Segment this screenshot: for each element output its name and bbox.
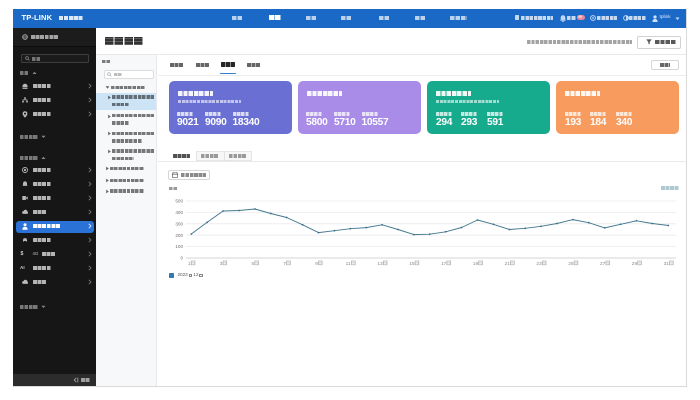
svg-text:11: 11: [346, 261, 351, 267]
svg-text:13: 13: [377, 261, 383, 267]
svg-text:23: 23: [536, 261, 542, 267]
svg-text:7: 7: [283, 261, 286, 267]
svg-text:29: 29: [632, 261, 638, 267]
svg-text:17: 17: [441, 261, 447, 267]
svg-text:15: 15: [409, 261, 415, 267]
svg-text:31: 31: [664, 261, 670, 267]
svg-text:27: 27: [600, 261, 606, 267]
svg-text:400: 400: [175, 210, 183, 215]
svg-text:21: 21: [505, 261, 511, 267]
svg-text:9: 9: [315, 261, 318, 267]
svg-text:5: 5: [252, 261, 255, 267]
svg-text:19: 19: [473, 261, 479, 267]
svg-text:3: 3: [220, 261, 223, 267]
svg-text:1: 1: [188, 261, 191, 267]
svg-text:0: 0: [180, 256, 183, 261]
svg-text:300: 300: [175, 221, 183, 226]
svg-text:200: 200: [175, 233, 183, 238]
svg-text:100: 100: [175, 244, 183, 249]
svg-text:500: 500: [175, 199, 183, 204]
svg-text:25: 25: [568, 261, 574, 267]
